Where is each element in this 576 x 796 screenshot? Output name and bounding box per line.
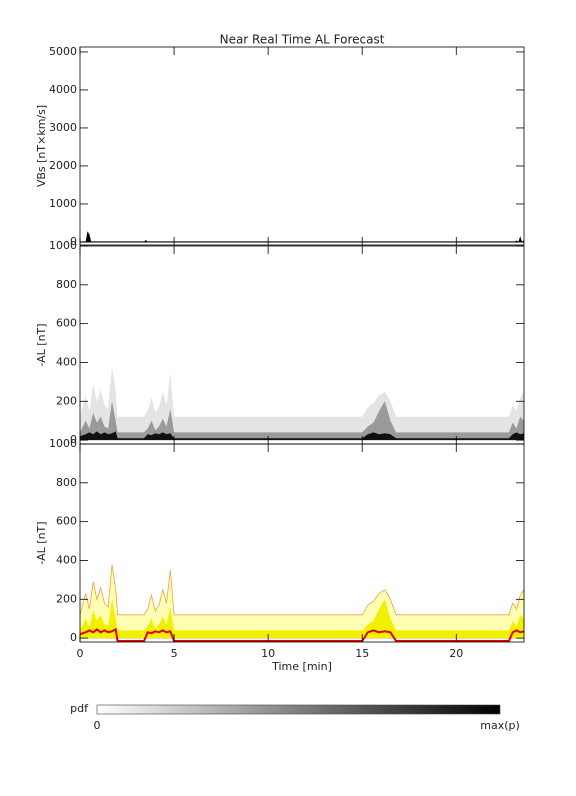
x-tick-label: 5 xyxy=(171,647,178,660)
colorbar-min: 0 xyxy=(94,719,101,732)
y-tick-label: 400 xyxy=(56,355,77,368)
y-axis-label: VBs [nT×km/s] xyxy=(35,105,48,187)
x-tick-label: 10 xyxy=(261,647,275,660)
y-tick-label: 800 xyxy=(56,278,77,291)
y-tick-label: 1000 xyxy=(49,239,77,252)
plot-area xyxy=(80,564,524,642)
y-axis-label: -AL [nT] xyxy=(35,323,48,366)
y-tick-label: 5000 xyxy=(49,45,77,58)
area xyxy=(80,366,524,441)
x-axis-label: Time [min] xyxy=(271,660,332,673)
y-tick-label: 600 xyxy=(56,317,77,330)
area xyxy=(80,599,524,639)
x-tick-label: 20 xyxy=(449,647,463,660)
area xyxy=(80,401,524,441)
area xyxy=(80,564,524,639)
y-tick-label: 0 xyxy=(70,631,77,644)
y-tick-label: 1000 xyxy=(49,197,77,210)
y-tick-label: 400 xyxy=(56,553,77,566)
colorbar-label: pdf xyxy=(70,702,89,715)
y-tick-label: 1000 xyxy=(49,437,77,450)
x-tick-label: 15 xyxy=(355,647,369,660)
plot-area xyxy=(80,366,524,441)
y-tick-label: 0 xyxy=(70,235,77,248)
y-tick-label: 200 xyxy=(56,394,77,407)
y-tick-label: 2000 xyxy=(49,159,77,172)
y-axis-label: -AL [nT] xyxy=(35,521,48,564)
y-tick-label: 600 xyxy=(56,515,77,528)
y-tick-label: 200 xyxy=(56,592,77,605)
y-tick-label: 0 xyxy=(70,433,77,446)
line xyxy=(80,627,524,642)
frame xyxy=(79,46,525,246)
y-tick-label: 800 xyxy=(56,476,77,489)
frame xyxy=(79,443,525,643)
y-tick-label: 4000 xyxy=(49,83,77,96)
colorbar-max: max(p) xyxy=(480,719,520,732)
area xyxy=(80,431,524,441)
x-tick-label: 0 xyxy=(77,647,84,660)
colorbar xyxy=(96,704,501,715)
chart-title: Near Real Time AL Forecast xyxy=(220,33,385,47)
y-tick-label: 3000 xyxy=(49,121,77,134)
